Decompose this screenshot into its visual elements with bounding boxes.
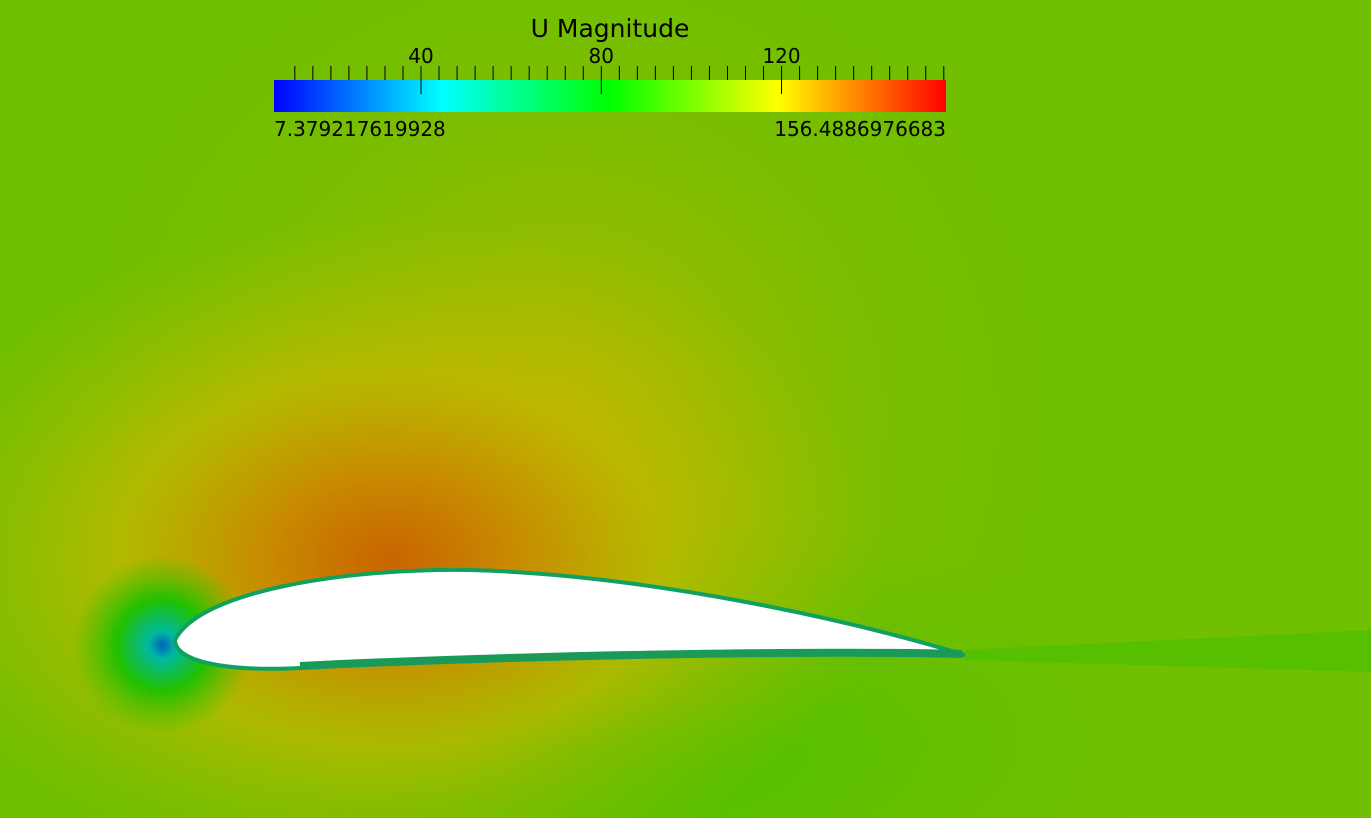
range-min-label: 7.379217619928 — [274, 117, 446, 141]
tick-label: 80 — [589, 44, 614, 68]
range-max-label: 156.4886976683 — [774, 117, 946, 141]
wake — [965, 630, 1371, 672]
tick-label: 120 — [762, 44, 800, 68]
airfoil-boundary-layer — [299, 648, 963, 670]
color-legend: U Magnitude 7.379217619928 156.488697668… — [274, 14, 946, 141]
tick-label: 40 — [408, 44, 433, 68]
color-bar — [274, 80, 946, 112]
legend-title: U Magnitude — [531, 14, 690, 43]
